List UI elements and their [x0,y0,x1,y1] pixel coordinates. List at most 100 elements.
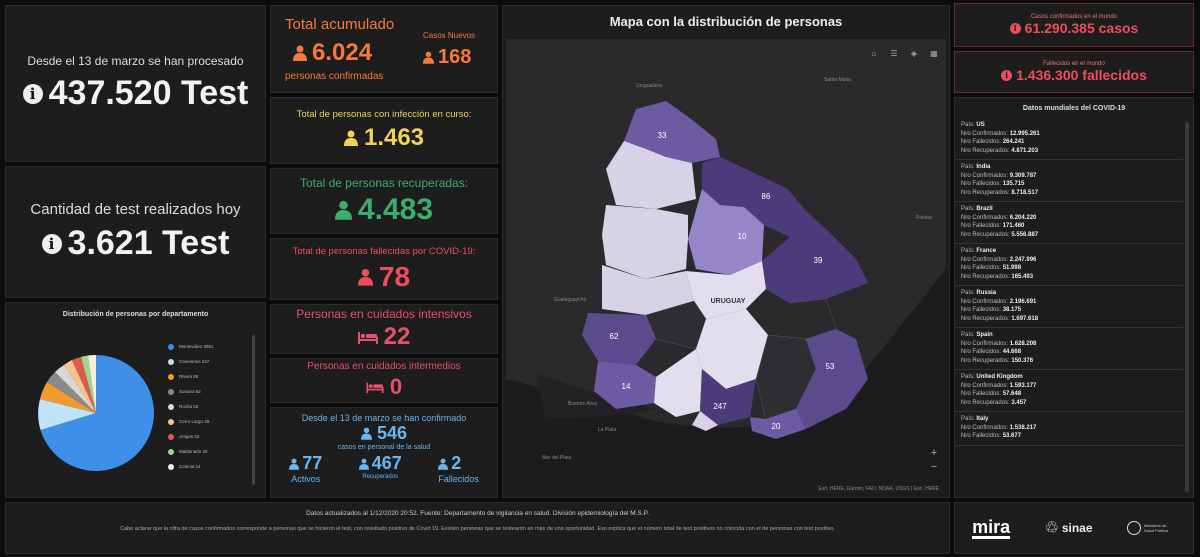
dept-value-colonia: 14 [622,382,631,391]
pie-slice-soriano[interactable] [47,372,96,413]
dept-cerro-largo[interactable] [762,211,868,303]
dept-maldonado[interactable] [750,409,806,439]
dept-value-maldonado: 20 [772,422,781,431]
row-label: Nro Fallecidos: [961,139,1002,145]
zoom-out-button[interactable]: − [930,461,938,473]
intermediate-care-card: Personas en cuidados intermedios 0 [270,358,498,403]
dept-canelones[interactable] [700,369,756,425]
zoom-in-button[interactable]: + [930,447,938,459]
dept-rivera[interactable] [702,157,806,237]
legend-item[interactable]: Colonia 14 [168,459,214,474]
map-view[interactable]: 33 86 10 39 62 14 247 20 53 URUGUAY Urug… [506,39,946,495]
dept-san-jose[interactable] [654,349,702,417]
pie-slice-rivera[interactable] [40,382,96,413]
legend-item[interactable]: Canelones 247 [168,354,214,369]
active-value: 1.463 [363,124,425,151]
country-row[interactable]: País: France Nro Confirmados: 2.247.996 Nr… [955,244,1183,286]
list-icon[interactable]: ☰ [890,48,898,58]
footer-updated: Datos actualizados al 1/12/2020 20:52. F… [306,510,649,517]
recycle-icon: ♲ [1044,520,1059,537]
tests-today-card: Cantidad de test realizados hoy i 3.621 … [5,166,266,298]
dept-montevideo[interactable] [692,411,718,431]
dept-tacuarembo[interactable] [688,189,764,275]
world-deaths-card: Fallecidos en el mundo i 1.436.300 falle… [954,51,1194,93]
row-value: 264.241 [1002,139,1025,145]
pie-slice-colonia[interactable] [88,354,96,413]
dept-salto[interactable] [606,141,696,209]
dept-paysandu[interactable] [602,205,688,279]
dept-value-rivera: 86 [762,192,771,201]
row-label: Nro Confirmados: [961,298,1009,305]
row-value: 1.628.208 [1009,340,1037,347]
intermediate-value: 0 [389,374,403,399]
row-label: Nro Confirmados: [961,382,1009,389]
country-row[interactable]: País: US Nro Confirmados: 12.995.261 Nro F… [955,118,1183,160]
pie-slice-montevideo[interactable] [40,355,154,471]
legend-item[interactable]: Rivera 86 [168,369,214,384]
total-value: 6.024 [312,39,373,66]
legend-item[interactable]: Cerro Largo 39 [168,414,214,429]
total-sub: personas confirmadas [285,71,384,82]
country-row[interactable]: País: Italy Nro Confirmados: 1.538.217 Nro… [955,412,1183,446]
row-value: 9.309.787 [1009,172,1037,179]
home-icon[interactable]: ⌂ [871,48,877,58]
row-label: Nro Fallecidos: [961,433,1002,439]
world-cases-label: Casos confirmados en el mundo [1030,14,1118,20]
country-row[interactable]: País: Brazil Nro Confirmados: 6.204.220 Nr… [955,202,1183,244]
dept-durazno[interactable] [686,261,766,319]
icu-card: Personas en cuidados intensivos 22 [270,304,498,354]
country-row[interactable]: País: India Nro Confirmados: 9.309.787 Nro… [955,160,1183,202]
info-icon: i [1001,69,1013,81]
pie-slice-rocha[interactable] [55,365,96,413]
dept-florida[interactable] [696,309,768,389]
pie-slice-cerro-largo[interactable] [64,360,96,413]
person-icon [360,427,372,440]
pie-slice-artigas[interactable] [72,357,96,413]
grid-icon[interactable]: ▦ [930,48,938,58]
person-icon [289,458,300,470]
row-value: 38.175 [1002,307,1022,313]
health-active-label: Activos [291,474,321,484]
country-row[interactable]: País: Spain Nro Confirmados: 1.628.208 Nro… [955,328,1183,370]
country-row[interactable]: País: Russia Nro Confirmados: 2.196.691 Nr… [955,286,1183,328]
world-list-scrollbar[interactable] [1185,122,1189,492]
person-icon [358,458,369,470]
row-label: Nro Recuperados: [961,147,1010,154]
row-value: Brazil [976,206,993,212]
country-row[interactable]: País: United Kingdom Nro Confirmados: 1.5… [955,370,1183,412]
legend-scrollbar[interactable] [252,335,255,485]
dept-soriano[interactable] [582,313,656,365]
dept-value-tacuarembo: 10 [738,232,747,241]
pie-slice-canelones[interactable] [38,399,96,430]
pie-title: Distribución de personas por departament… [62,311,209,318]
legend-item[interactable]: Rocha 53 [168,399,214,414]
place-label: La Plata [598,427,617,433]
active-card: Total de personas con infección en curso… [270,97,498,164]
map-toolbar: ⌂ ☰ ◈ ▦ [868,47,940,59]
row-value: 44.668 [1002,349,1022,355]
deceased-card: Total de personas fallecidas por COVID-1… [270,238,498,300]
dept-rio-negro[interactable] [602,265,694,315]
legend-item[interactable]: Artigas 33 [168,429,214,444]
dept-rocha[interactable] [796,329,868,429]
legend-item[interactable]: Montevideo 3951 [168,339,214,354]
row-label: País: [961,122,975,128]
map-attribution: Esri, HERE, Garmin, FAO, NOAA, USGS | Es… [815,485,942,493]
info-icon: i [22,83,43,104]
map-canvas[interactable]: 33 86 10 39 62 14 247 20 53 URUGUAY Urug… [506,39,946,495]
row-value: 4.871.203 [1011,147,1039,154]
legend-item[interactable]: Maldonado 20 [168,444,214,459]
row-value: 57.648 [1002,391,1022,397]
health-recovered-value: 467 [371,453,402,473]
world-list[interactable]: País: US Nro Confirmados: 12.995.261 Nro F… [955,118,1193,446]
row-label: Nro Recuperados: [961,189,1010,196]
dept-colonia[interactable] [594,361,656,409]
new-label: Casos Nuevos [423,31,476,40]
ocean [506,269,946,495]
row-label: Nro Confirmados: [961,340,1009,347]
pie-slice-maldonado[interactable] [81,355,96,414]
dept-artigas[interactable] [624,101,720,163]
layers-icon[interactable]: ◈ [910,48,918,58]
legend-item[interactable]: Soriano 62 [168,384,214,399]
deceased-value: 78 [378,260,411,292]
